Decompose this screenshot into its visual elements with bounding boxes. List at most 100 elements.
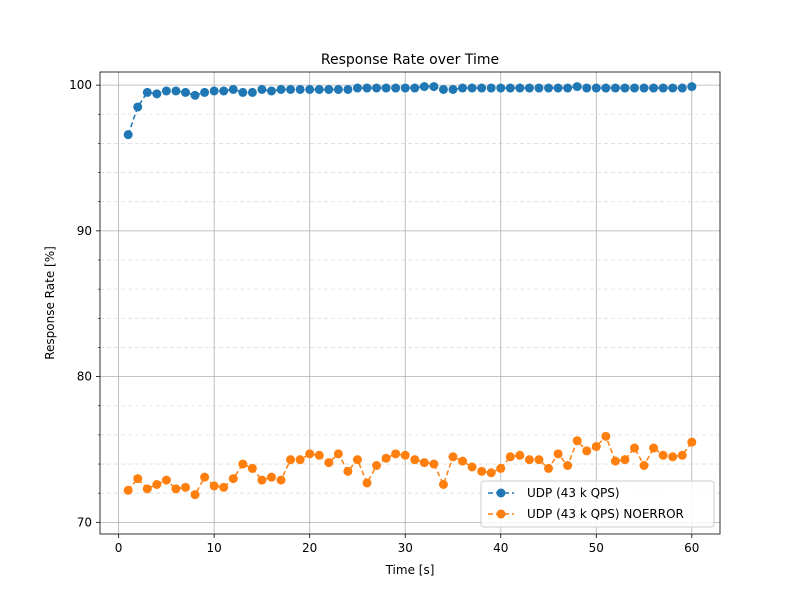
y-tick-label: 90 <box>77 224 92 238</box>
data-point-series-1 <box>649 443 659 453</box>
data-point-series-0 <box>687 82 697 92</box>
data-point-series-1 <box>458 456 468 466</box>
data-point-series-0 <box>276 84 286 94</box>
data-point-series-0 <box>649 83 659 93</box>
x-tick-label: 50 <box>589 541 604 555</box>
data-point-series-0 <box>314 84 324 94</box>
data-point-series-1 <box>352 455 362 465</box>
data-point-series-0 <box>496 83 506 93</box>
data-point-series-0 <box>343 84 353 94</box>
minor-grid <box>100 113 720 494</box>
data-point-series-0 <box>410 83 420 93</box>
x-tick-label: 10 <box>207 541 222 555</box>
data-point-series-0 <box>477 83 487 93</box>
data-point-series-1 <box>343 466 353 476</box>
data-point-series-0 <box>181 87 191 97</box>
data-point-series-1 <box>687 437 697 447</box>
data-point-series-0 <box>123 130 133 140</box>
data-point-series-1 <box>639 461 649 471</box>
data-point-series-1 <box>333 449 343 459</box>
data-point-series-1 <box>372 461 382 471</box>
y-tick-label: 80 <box>77 370 92 384</box>
plot-area <box>100 72 720 534</box>
data-point-series-0 <box>668 83 678 93</box>
y-axis-label: Response Rate [%] <box>43 246 57 360</box>
x-tick-label: 30 <box>398 541 413 555</box>
data-point-series-1 <box>496 463 506 473</box>
data-point-series-1 <box>410 455 420 465</box>
data-point-series-1 <box>228 474 238 484</box>
data-point-series-1 <box>381 453 391 463</box>
data-point-series-1 <box>400 450 410 460</box>
data-point-series-0 <box>620 83 630 93</box>
data-point-series-0 <box>486 83 496 93</box>
data-point-series-0 <box>544 83 554 93</box>
data-point-series-0 <box>257 84 267 94</box>
legend-marker-udp <box>496 488 506 498</box>
data-point-series-1 <box>448 452 458 462</box>
x-tick-label: 60 <box>684 541 699 555</box>
x-axis-label: Time [s] <box>385 563 435 577</box>
data-point-series-1 <box>668 452 678 462</box>
data-point-series-0 <box>133 102 143 112</box>
data-point-series-0 <box>352 83 362 93</box>
data-point-series-1 <box>544 463 554 473</box>
data-point-series-1 <box>200 472 210 482</box>
data-point-series-0 <box>200 87 210 97</box>
data-point-series-1 <box>629 443 639 453</box>
data-point-series-1 <box>534 455 544 465</box>
data-point-series-1 <box>486 468 496 478</box>
data-point-series-1 <box>238 459 248 469</box>
data-point-series-0 <box>563 83 573 93</box>
data-point-series-0 <box>505 83 515 93</box>
data-point-series-1 <box>190 490 200 500</box>
data-point-series-1 <box>391 449 401 459</box>
data-point-series-0 <box>591 83 601 93</box>
data-point-series-0 <box>324 84 334 94</box>
data-point-series-0 <box>219 86 229 96</box>
data-point-series-0 <box>515 83 525 93</box>
y-tick-label: 100 <box>69 78 92 92</box>
x-tick-label: 20 <box>302 541 317 555</box>
data-point-series-0 <box>534 83 544 93</box>
data-point-series-1 <box>324 458 334 468</box>
data-point-series-1 <box>620 455 630 465</box>
data-point-series-0 <box>601 83 611 93</box>
data-point-series-0 <box>677 83 687 93</box>
data-point-series-0 <box>209 86 219 96</box>
data-point-series-1 <box>314 450 324 460</box>
legend-label-noerror: UDP (43 k QPS) NOERROR <box>527 507 684 521</box>
data-point-series-0 <box>400 83 410 93</box>
data-point-series-0 <box>639 83 649 93</box>
data-point-series-0 <box>266 86 276 96</box>
data-point-series-0 <box>438 84 448 94</box>
data-point-series-1 <box>477 466 487 476</box>
data-point-series-0 <box>286 84 296 94</box>
legend-marker-noerror <box>496 509 506 519</box>
data-point-series-1 <box>610 456 620 466</box>
data-point-series-0 <box>295 84 305 94</box>
data-point-series-0 <box>161 86 171 96</box>
legend-box <box>480 480 715 528</box>
legend-label-udp: UDP (43 k QPS) <box>527 486 620 500</box>
data-point-series-0 <box>658 83 668 93</box>
data-point-series-1 <box>658 450 668 460</box>
data-point-series-0 <box>362 83 372 93</box>
data-point-series-0 <box>448 84 458 94</box>
data-point-series-1 <box>219 482 229 492</box>
data-point-series-1 <box>582 446 592 456</box>
y-tick-label: 70 <box>77 515 92 529</box>
data-point-series-1 <box>429 459 439 469</box>
data-point-series-0 <box>381 83 391 93</box>
data-point-series-1 <box>266 472 276 482</box>
data-point-series-1 <box>257 475 267 485</box>
data-point-series-1 <box>524 455 534 465</box>
data-point-series-1 <box>123 485 133 495</box>
data-point-series-0 <box>572 82 582 92</box>
data-point-series-0 <box>582 83 592 93</box>
data-point-series-0 <box>238 87 248 97</box>
data-point-series-1 <box>286 455 296 465</box>
data-point-series-1 <box>181 482 191 492</box>
x-tick-label: 40 <box>493 541 508 555</box>
data-point-series-0 <box>629 83 639 93</box>
